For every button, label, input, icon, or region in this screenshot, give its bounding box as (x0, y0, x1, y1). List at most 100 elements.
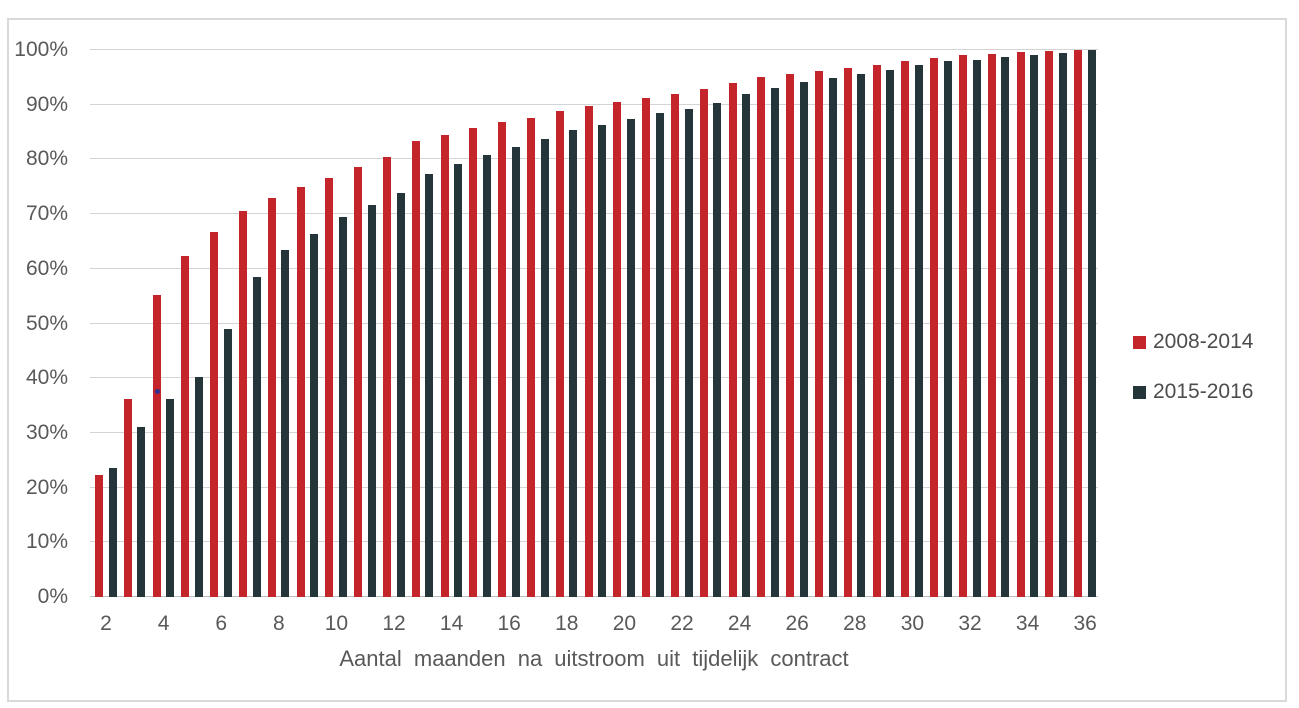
x-tick-label-4: 4 (157, 612, 170, 635)
x-tick-label-24: 24 (727, 612, 752, 635)
y-tick-label-30%: 30% (25, 420, 68, 444)
gridline-80% (90, 158, 1098, 160)
bar-2015-2016-month-23 (713, 102, 722, 597)
x-tick-label-22: 22 (670, 612, 694, 635)
gridline-50% (90, 322, 1098, 324)
gridline-100% (90, 49, 1098, 50)
bar-2008-2014-month-11 (354, 167, 363, 597)
bar-2015-2016-month-31 (943, 61, 952, 597)
legend-label-2015-2016: 2015-2016 (1153, 380, 1254, 403)
x-tick-label-8: 8 (272, 612, 285, 635)
legend-item-2015-2016: 2015-2016 (1133, 380, 1253, 404)
bar-2008-2014-month-25 (757, 77, 766, 597)
legend-item-2008-2014: 2008-2014 (1133, 330, 1253, 354)
gridline-20% (90, 486, 1098, 488)
x-tick-label-18: 18 (555, 612, 579, 635)
bar-2008-2014-month-16 (498, 121, 507, 597)
x-tick-label-16: 16 (497, 612, 521, 635)
legend: 2008-2014 2015-2016 (1133, 330, 1253, 404)
bar-2015-2016-month-25 (770, 87, 779, 597)
bar-2015-2016-month-22 (684, 108, 693, 597)
bar-2015-2016-month-26 (799, 82, 808, 597)
bar-2015-2016-month-10 (338, 217, 347, 597)
bar-2015-2016-month-14 (454, 163, 463, 597)
x-tick-label-34: 34 (1015, 612, 1040, 635)
bar-2008-2014-month-14 (440, 134, 449, 597)
y-tick-label-90%: 90% (25, 92, 68, 116)
bar-2015-2016-month-5 (194, 377, 203, 597)
bar-2015-2016-month-4 (166, 398, 175, 597)
bar-2008-2014-month-9 (296, 187, 305, 597)
bar-2015-2016-month-30 (914, 65, 923, 597)
bar-2008-2014-month-12 (383, 157, 391, 597)
x-tick-label-28: 28 (843, 612, 867, 635)
y-tick-label-20%: 20% (25, 475, 68, 499)
gridline-0% (90, 596, 1098, 597)
bar-2008-2014-month-30 (901, 61, 910, 597)
bar-2015-2016-month-20 (626, 118, 635, 597)
bar-2008-2014-month-15 (469, 128, 478, 597)
bar-2008-2014-month-20 (613, 101, 622, 597)
bar-2008-2014-month-6 (210, 231, 219, 597)
bar-2015-2016-month-35 (1058, 52, 1067, 597)
x-axis-title: Aantal maanden na uitstroom uit tijdelij… (339, 646, 849, 671)
bar-2015-2016-month-18 (569, 130, 578, 597)
x-tick-label-10: 10 (324, 612, 349, 635)
bar-2008-2014-month-13 (411, 141, 420, 597)
bar-2008-2014-month-33 (987, 53, 996, 597)
bar-2008-2014-month-24 (728, 83, 737, 597)
gridline-90% (90, 103, 1098, 105)
bar-2008-2014-month-21 (642, 97, 651, 597)
bar-2015-2016-month-12 (396, 192, 405, 597)
y-tick-label-50%: 50% (25, 311, 68, 335)
y-tick-label-80%: 80% (25, 147, 68, 171)
y-tick-label-70%: 70% (25, 202, 68, 226)
x-tick-label-30: 30 (900, 612, 925, 635)
gridline-70% (90, 213, 1098, 215)
legend-swatch-2008-2014 (1133, 335, 1146, 349)
bar-2015-2016-month-15 (482, 155, 491, 597)
bar-2008-2014-month-35 (1045, 51, 1054, 597)
x-tick-label-36: 36 (1073, 612, 1097, 635)
bar-2008-2014-month-2 (95, 475, 103, 597)
bar-2008-2014-month-26 (786, 74, 795, 597)
bar-2015-2016-month-2 (108, 467, 117, 597)
bar-2008-2014-month-3 (123, 398, 132, 597)
bar-2008-2014-month-18 (555, 111, 564, 597)
x-tick-label-12: 12 (382, 612, 406, 635)
gridline-30% (90, 431, 1098, 433)
bar-2015-2016-month-19 (598, 124, 607, 597)
bar-2008-2014-month-4 (152, 295, 161, 597)
bar-2015-2016-month-36 (1087, 50, 1096, 597)
bar-2015-2016-month-7 (252, 277, 261, 597)
bar-2015-2016-month-16 (511, 146, 520, 597)
x-tick-label-32: 32 (958, 612, 982, 635)
bar-2008-2014-month-27 (815, 70, 823, 597)
stray-marker-dot (154, 389, 160, 395)
x-tick-label-2: 2 (100, 612, 112, 635)
bar-2015-2016-month-32 (972, 59, 981, 597)
bar-2008-2014-month-36 (1074, 50, 1083, 597)
bar-2015-2016-month-17 (540, 138, 549, 597)
bar-2008-2014-month-22 (671, 93, 679, 597)
y-tick-label-10%: 10% (25, 530, 68, 554)
gridline-40% (90, 377, 1098, 379)
y-tick-label-100%: 100% (14, 38, 68, 61)
y-tick-label-40%: 40% (25, 366, 68, 390)
bar-2015-2016-month-8 (281, 250, 290, 597)
bar-2008-2014-month-19 (584, 106, 593, 597)
bar-2015-2016-month-28 (857, 73, 866, 597)
bar-2008-2014-month-32 (959, 55, 967, 597)
bar-2008-2014-month-7 (239, 211, 247, 597)
legend-swatch-2015-2016 (1133, 385, 1146, 399)
bar-2008-2014-month-5 (181, 256, 190, 597)
gridline-60% (90, 267, 1098, 269)
bar-2015-2016-month-27 (828, 77, 837, 597)
bar-2015-2016-month-3 (137, 427, 146, 597)
legend-label-2008-2014: 2008-2014 (1153, 330, 1254, 353)
bar-2015-2016-month-34 (1030, 54, 1039, 597)
bar-2015-2016-month-29 (886, 69, 895, 597)
gridline-10% (90, 541, 1098, 543)
bar-2015-2016-month-24 (742, 93, 751, 597)
